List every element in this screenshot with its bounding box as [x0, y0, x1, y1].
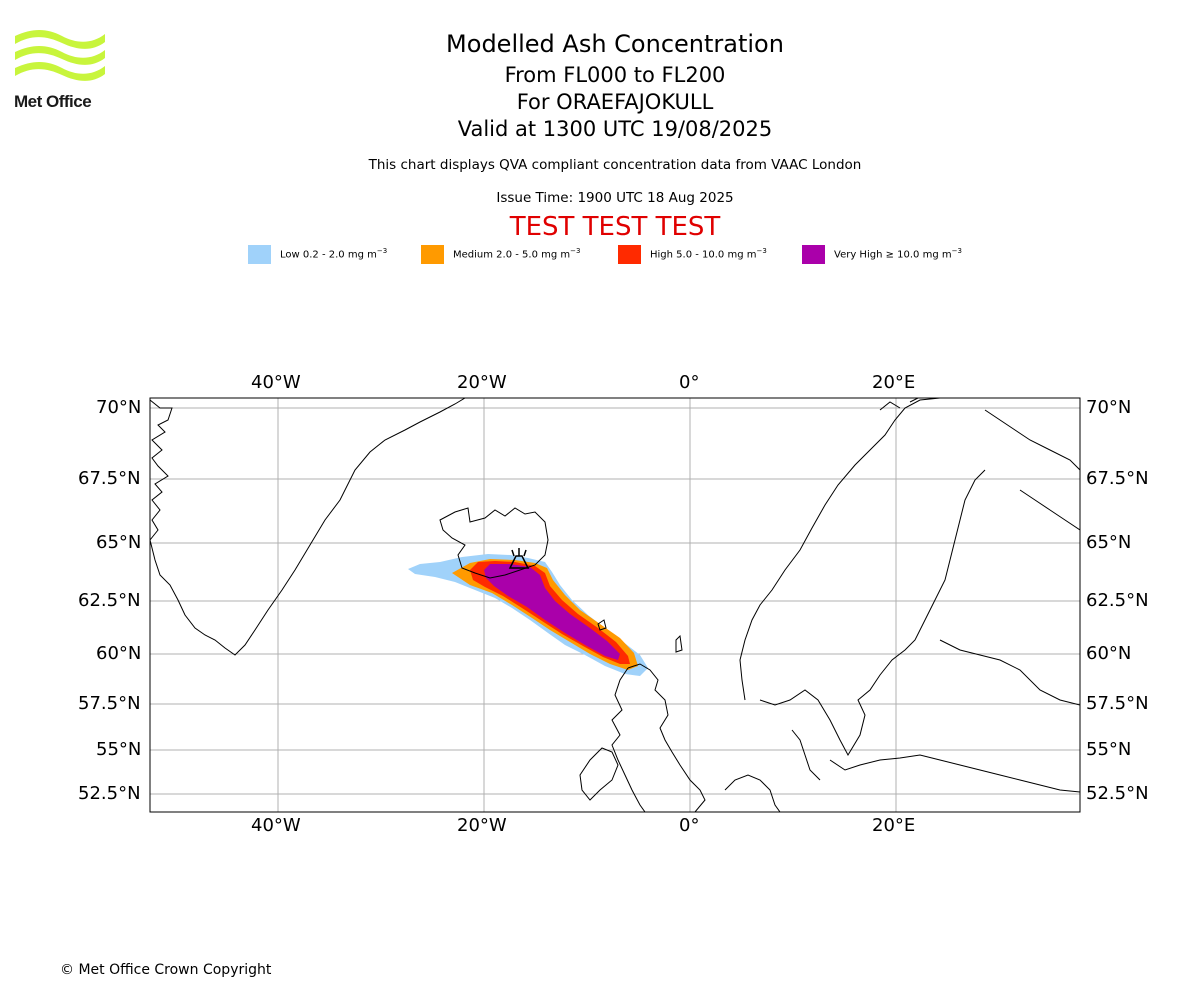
lat-label-right-67-5: 67.5°N: [1086, 468, 1149, 489]
legend-swatch-very-high: [802, 244, 825, 264]
coast-iceland: [439, 507, 549, 579]
legend-label-very-high: Very High ≥ 10.0 mg m: [834, 249, 952, 261]
legend-item-medium: Medium 2.0 - 5.0 mg m−3: [421, 244, 580, 264]
legend-swatch-high: [618, 244, 641, 264]
copyright-notice: © Met Office Crown Copyright: [60, 962, 272, 978]
legend-item-high: High 5.0 - 10.0 mg m−3: [618, 244, 767, 264]
logo-text: Met Office: [14, 92, 92, 111]
met-office-logo: Met Office: [12, 28, 112, 112]
coast-uk: [611, 663, 706, 812]
lat-label-left-70: 70°N: [96, 397, 142, 418]
lat-label-right-55: 55°N: [1086, 739, 1132, 760]
met-office-waves-icon: [15, 30, 105, 81]
lon-label-top-2: 20°W: [457, 372, 507, 393]
lon-label-bottom-3: 0°: [679, 815, 700, 836]
coastlines: [150, 398, 1080, 812]
coast-ireland: [579, 747, 619, 801]
chart-description: This chart displays QVA compliant concen…: [368, 157, 862, 173]
legend-item-very-high: Very High ≥ 10.0 mg m−3: [802, 244, 962, 264]
lat-label-left-57-5: 57.5°N: [78, 693, 141, 714]
volcano-icon: [508, 548, 530, 569]
issue-time: Issue Time: 1900 UTC 18 Aug 2025: [496, 190, 734, 206]
lon-label-bottom-2: 20°W: [457, 815, 507, 836]
legend-swatch-low: [248, 244, 271, 264]
concentration-legend: Low 0.2 - 2.0 mg m−3 Medium 2.0 - 5.0 mg…: [248, 244, 1008, 264]
legend-swatch-medium: [421, 244, 444, 264]
coast-scandinavia: [739, 398, 986, 757]
map-content: [150, 398, 1080, 812]
coast-finland: [939, 409, 1080, 706]
legend-label-low: Low 0.2 - 2.0 mg m: [280, 249, 377, 261]
ash-plume: [408, 554, 648, 676]
flight-level-range: From FL000 to FL200: [504, 63, 726, 87]
lat-label-left-65: 65°N: [96, 532, 142, 553]
lon-label-bottom-4: 20°E: [872, 815, 916, 836]
chart-title: Modelled Ash Concentration: [446, 30, 784, 58]
lat-label-right-60: 60°N: [1086, 643, 1132, 664]
coast-continent: [724, 729, 1080, 812]
lat-label-left-55: 55°N: [96, 739, 142, 760]
lat-label-left-60: 60°N: [96, 643, 142, 664]
legend-label-high: High 5.0 - 10.0 mg m: [650, 249, 757, 261]
valid-time: Valid at 1300 UTC 19/08/2025: [457, 117, 773, 141]
graticule: [150, 398, 1080, 812]
legend-unit-exponent: −3: [951, 247, 962, 256]
coast-greenland: [150, 398, 466, 656]
legend-unit-exponent: −3: [756, 247, 767, 256]
legend-label-medium: Medium 2.0 - 5.0 mg m: [453, 249, 571, 261]
lat-label-right-62-5: 62.5°N: [1086, 590, 1149, 611]
lat-label-right-57-5: 57.5°N: [1086, 693, 1149, 714]
lat-label-right-52-5: 52.5°N: [1086, 783, 1149, 804]
legend-item-low: Low 0.2 - 2.0 mg m−3: [248, 244, 387, 264]
lat-label-left-62-5: 62.5°N: [78, 590, 141, 611]
legend-unit-exponent: −3: [570, 247, 581, 256]
lon-label-top-1: 40°W: [251, 372, 301, 393]
coast-faroe: [597, 619, 607, 631]
coast-shetland: [675, 634, 683, 653]
lat-label-left-67-5: 67.5°N: [78, 468, 141, 489]
lat-label-left-52-5: 52.5°N: [78, 783, 141, 804]
lon-label-bottom-1: 40°W: [251, 815, 301, 836]
coast-north-islands: [879, 398, 919, 411]
test-banner: TEST TEST TEST: [509, 212, 721, 242]
map-frame: [149, 397, 1081, 813]
ash-very-high: [484, 564, 620, 660]
lon-label-top-3: 0°: [679, 372, 700, 393]
legend-unit-exponent: −3: [376, 247, 388, 256]
lat-label-right-65: 65°N: [1086, 532, 1132, 553]
volcano-name: For ORAEFAJOKULL: [516, 90, 714, 114]
lat-label-right-70: 70°N: [1086, 397, 1132, 418]
lon-label-top-4: 20°E: [872, 372, 916, 393]
